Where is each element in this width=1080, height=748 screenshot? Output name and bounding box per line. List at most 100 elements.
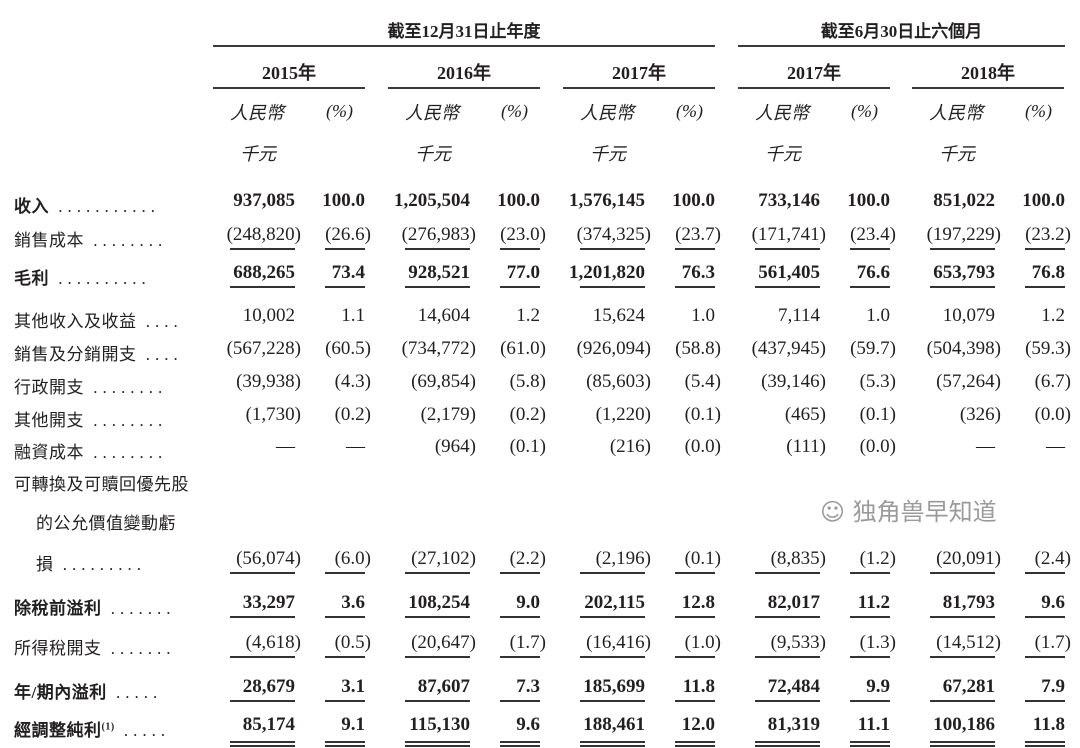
- percent-cell: 12.8: [681, 592, 715, 613]
- amount-cell: (171,741): [751, 224, 826, 245]
- amount-cell: (27,102): [411, 548, 476, 569]
- percent-cell: (0.2): [509, 404, 546, 425]
- row-label: 行政開支 ........: [14, 378, 168, 397]
- percent-cell: (1.7): [1034, 632, 1071, 653]
- underline: [1025, 741, 1065, 743]
- percent-cell: (23.7): [675, 224, 721, 245]
- amount-cell: (1,730): [245, 404, 301, 425]
- underline: [675, 572, 715, 574]
- amount-cell: (111): [786, 436, 826, 457]
- amount-cell: (85,603): [586, 371, 651, 392]
- amount-cell: (56,074): [236, 548, 301, 569]
- percent-cell: 1.2: [516, 305, 540, 326]
- underline: [500, 248, 540, 250]
- percent-cell: (2.4): [1034, 548, 1071, 569]
- amount-cell: 81,793: [942, 592, 995, 613]
- amount-cell: (20,091): [936, 548, 1001, 569]
- divider: [912, 87, 1064, 89]
- unit-amount: 人民幣: [230, 103, 284, 123]
- underline: [580, 656, 645, 658]
- percent-cell: 9.0: [516, 592, 540, 613]
- period-header: 2017年: [612, 63, 666, 83]
- underline: [930, 572, 995, 574]
- percent-cell: 1.0: [691, 305, 715, 326]
- amount-cell: 67,281: [942, 676, 995, 697]
- underline: [230, 248, 295, 250]
- underline: [580, 700, 645, 702]
- underline: [230, 656, 295, 658]
- double-underline: [405, 745, 470, 747]
- percent-cell: (0.1): [859, 404, 896, 425]
- underline: [500, 616, 540, 618]
- percent-cell: 77.0: [506, 262, 540, 283]
- amount-cell: (926,094): [576, 338, 651, 359]
- percent-cell: (0.0): [1034, 404, 1071, 425]
- underline: [755, 741, 820, 743]
- underline: [675, 656, 715, 658]
- underline: [850, 700, 890, 702]
- percent-cell: (6.0): [334, 548, 371, 569]
- percent-cell: (1.2): [859, 548, 896, 569]
- amount-cell: 33,297: [242, 592, 295, 613]
- percent-cell: (61.0): [500, 338, 546, 359]
- row-label: 年/期內溢利 .....: [14, 683, 163, 702]
- amount-cell: 10,002: [242, 305, 295, 326]
- percent-cell: 1.0: [866, 305, 890, 326]
- percent-cell: (23.2): [1025, 224, 1071, 245]
- underline: [405, 616, 470, 618]
- amount-cell: (465): [784, 404, 826, 425]
- unit-percent: (%): [851, 101, 878, 121]
- underline: [580, 572, 645, 574]
- unit-amount: 人民幣: [580, 103, 634, 123]
- amount-cell: 561,405: [758, 262, 820, 283]
- amount-cell: (2,196): [595, 548, 651, 569]
- underline: [850, 616, 890, 618]
- amount-cell: (964): [434, 436, 476, 457]
- double-underline: [755, 745, 820, 747]
- unit-amount-thousand: 千元: [415, 144, 451, 164]
- amount-cell: 82,017: [767, 592, 820, 613]
- amount-cell: 28,679: [242, 676, 295, 697]
- amount-cell: (9,533): [770, 632, 826, 653]
- amount-cell: 1,201,820: [569, 262, 645, 283]
- double-underline: [850, 745, 890, 747]
- underline: [675, 741, 715, 743]
- unit-amount: 人民幣: [405, 103, 459, 123]
- underline: [500, 286, 540, 288]
- row-label: 銷售及分銷開支 ....: [14, 345, 183, 364]
- amount-cell: 1,576,145: [569, 190, 645, 211]
- percent-cell: (59.7): [850, 338, 896, 359]
- underline: [930, 741, 995, 743]
- amount-cell: (8,835): [770, 548, 826, 569]
- amount-cell: (437,945): [751, 338, 826, 359]
- underline: [1025, 286, 1065, 288]
- percent-cell: 76.3: [681, 262, 715, 283]
- percent-cell: (0.1): [509, 436, 546, 457]
- unit-amount: 人民幣: [929, 103, 983, 123]
- underline: [755, 656, 820, 658]
- amount-cell: 115,130: [409, 714, 470, 735]
- percent-cell: (5.4): [684, 371, 721, 392]
- amount-cell: 733,146: [758, 190, 820, 211]
- percent-cell: (23.4): [850, 224, 896, 245]
- percent-cell: 11.8: [682, 676, 715, 697]
- percent-cell: (2.2): [509, 548, 546, 569]
- amount-cell: 10,079: [942, 305, 995, 326]
- amount-cell: (2,179): [420, 404, 476, 425]
- percent-cell: 73.4: [331, 262, 365, 283]
- double-underline: [580, 745, 645, 747]
- amount-cell: (4,618): [245, 632, 301, 653]
- double-underline: [230, 745, 295, 747]
- percent-cell: 3.1: [341, 676, 365, 697]
- percent-cell: 100.0: [322, 190, 365, 211]
- underline: [755, 700, 820, 702]
- percent-cell: 100.0: [497, 190, 540, 211]
- row-label: 收入 ...........: [14, 197, 160, 216]
- percent-cell: (4.3): [334, 371, 371, 392]
- amount-cell: 81,319: [767, 714, 820, 735]
- underline: [500, 741, 540, 743]
- amount-cell: (20,647): [411, 632, 476, 653]
- period-header: 2016年: [437, 63, 491, 83]
- double-underline: [675, 745, 715, 747]
- row-label: 其他開支 ........: [14, 411, 168, 430]
